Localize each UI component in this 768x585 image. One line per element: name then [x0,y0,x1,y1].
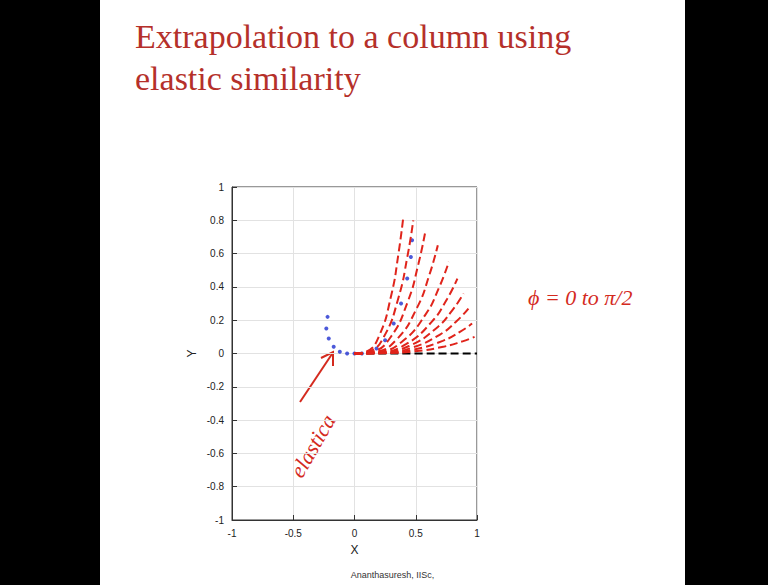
svg-text:0: 0 [218,348,224,359]
svg-text:-0.5: -0.5 [285,528,303,539]
svg-text:0: 0 [352,528,358,539]
svg-text:0.2: 0.2 [210,315,224,326]
svg-text:0.8: 0.8 [210,215,224,226]
svg-text:Ananthasuresh, IISc,: Ananthasuresh, IISc, [351,570,435,580]
svg-text:-1: -1 [228,528,237,539]
svg-text:-0.2: -0.2 [207,381,225,392]
svg-text:-1: -1 [215,515,224,526]
svg-text:-0.4: -0.4 [207,415,225,426]
svg-text:-0.8: -0.8 [207,481,225,492]
svg-text:X: X [350,543,358,557]
svg-text:1: 1 [218,182,224,193]
svg-text:elastic similarity: elastic similarity [135,60,361,97]
svg-text:0.5: 0.5 [409,528,423,539]
svg-text:-0.6: -0.6 [207,448,225,459]
svg-text:Extrapolation to a column usin: Extrapolation to a column using [135,18,580,55]
svg-text:1: 1 [474,528,480,539]
svg-text:Y: Y [185,349,199,357]
svg-text:ϕ = 0 to π/2: ϕ = 0 to π/2 [528,285,632,310]
svg-text:0.6: 0.6 [210,248,224,259]
svg-text:0.4: 0.4 [210,281,224,292]
